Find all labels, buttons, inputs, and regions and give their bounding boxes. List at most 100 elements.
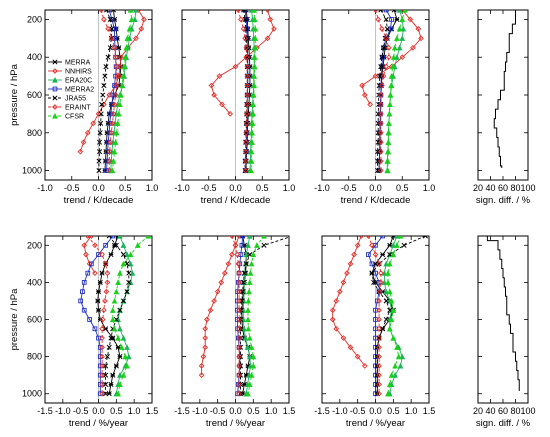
- data-point-marker: [113, 129, 120, 136]
- data-point-marker: [367, 101, 373, 108]
- series-nnhirs: [208, 10, 277, 117]
- data-point-marker: [388, 73, 395, 79]
- data-point-marker: [389, 17, 394, 22]
- data-point-marker: [386, 120, 392, 126]
- data-point-marker: [388, 26, 393, 32]
- data-point-marker: [399, 54, 406, 61]
- data-point-marker: [372, 10, 379, 13]
- data-point-marker: [372, 73, 379, 79]
- data-point-marker: [112, 83, 117, 88]
- data-point-marker: [244, 344, 251, 350]
- data-point-marker: [376, 344, 382, 351]
- data-point-marker: [104, 270, 111, 276]
- data-point-marker: [106, 167, 113, 174]
- x-tick-label: 0.0: [92, 406, 105, 416]
- data-point-marker: [375, 168, 381, 174]
- data-point-marker: [120, 260, 127, 267]
- series-merra: [369, 236, 396, 397]
- data-point-marker: [385, 270, 391, 276]
- data-point-marker: [122, 353, 129, 360]
- series-era20c: [384, 10, 407, 174]
- data-point-marker: [390, 242, 397, 248]
- data-point-marker: [92, 270, 98, 276]
- data-point-marker: [378, 64, 384, 70]
- data-point-marker: [385, 139, 392, 145]
- data-point-marker: [329, 316, 336, 323]
- data-point-marker: [383, 16, 389, 22]
- data-point-marker: [386, 381, 393, 388]
- data-point-marker: [377, 73, 383, 79]
- data-point-marker: [240, 279, 246, 285]
- data-point-marker: [81, 307, 87, 313]
- data-point-marker: [383, 63, 390, 70]
- x-tick-label: 0.5: [110, 406, 123, 416]
- data-point-marker: [110, 236, 116, 239]
- data-point-marker: [99, 381, 105, 388]
- data-point-marker: [99, 335, 105, 341]
- data-point-marker: [106, 148, 113, 155]
- data-point-marker: [376, 372, 382, 379]
- data-point-marker: [378, 120, 384, 127]
- data-point-marker: [113, 288, 120, 295]
- data-point-marker: [95, 298, 101, 304]
- data-point-marker: [390, 54, 397, 60]
- data-point-marker: [108, 111, 114, 117]
- data-point-marker: [396, 44, 403, 51]
- data-point-marker: [369, 261, 375, 267]
- y-tick-label: 400: [27, 52, 42, 62]
- data-point-marker: [229, 236, 235, 239]
- data-point-marker: [245, 325, 252, 332]
- data-point-marker: [236, 381, 242, 388]
- data-point-marker: [97, 130, 103, 136]
- data-point-marker: [246, 334, 253, 341]
- data-point-marker: [227, 111, 233, 117]
- data-point-marker: [125, 353, 132, 360]
- data-point-marker: [114, 120, 121, 126]
- data-point-marker: [232, 63, 239, 70]
- data-point-marker: [108, 252, 114, 258]
- data-point-marker: [376, 325, 382, 332]
- legend-entry: ERAINT: [48, 104, 91, 112]
- x-axis-label: trend / %/year: [206, 418, 265, 429]
- data-point-marker: [376, 298, 382, 304]
- data-point-marker: [103, 372, 109, 378]
- y-axis-label: pressure / hPa: [9, 288, 20, 350]
- data-point-marker: [250, 362, 257, 369]
- data-point-marker: [141, 16, 147, 23]
- series-line: [361, 10, 422, 105]
- x-tick-label: -1.0: [37, 183, 53, 193]
- panel-f: -1.5 -1.0 -0.5 0.0 0.5 1.0 1.5 trend / %/year: [174, 235, 295, 429]
- data-point-marker: [386, 325, 393, 332]
- series-line: [371, 236, 426, 394]
- data-point-marker: [121, 63, 128, 70]
- data-point-marker: [109, 120, 116, 127]
- series-eraint: [98, 10, 121, 174]
- series-line: [112, 236, 149, 394]
- plot-area: [208, 10, 277, 174]
- series-nnhirs: [198, 236, 242, 379]
- data-point-marker: [118, 344, 125, 350]
- series-cfsr: [384, 10, 408, 174]
- data-point-marker: [99, 101, 105, 107]
- data-point-marker: [52, 59, 58, 65]
- data-point-marker: [105, 54, 111, 60]
- data-point-marker: [380, 45, 387, 51]
- x-tick-label: 60: [498, 183, 508, 193]
- series-cfsr: [109, 236, 152, 397]
- x-tick-label: 1.0: [423, 183, 436, 193]
- legend-entry: JRA55: [48, 95, 86, 103]
- data-point-marker: [386, 54, 392, 61]
- x-tick-label: -1.5: [174, 406, 190, 416]
- data-point-marker: [375, 16, 382, 23]
- data-point-marker: [216, 73, 223, 79]
- data-point-marker: [344, 270, 350, 276]
- data-point-marker: [383, 260, 390, 267]
- data-point-marker: [229, 251, 235, 258]
- x-tick-label: 0.0: [92, 183, 105, 193]
- plot-area: [77, 10, 147, 174]
- data-point-marker: [96, 158, 102, 164]
- data-point-marker: [225, 260, 232, 267]
- data-point-marker: [240, 26, 247, 32]
- data-point-marker: [208, 82, 215, 89]
- data-point-marker: [376, 381, 382, 388]
